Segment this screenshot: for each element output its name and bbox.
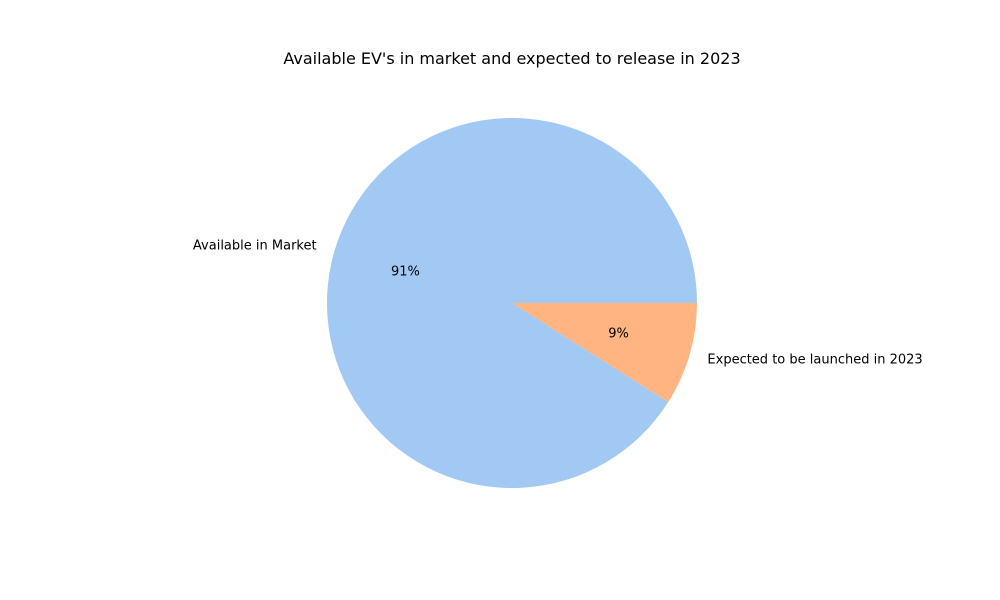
chart-title: Available EV's in market and expected to…	[283, 49, 740, 68]
slice-label-1: Expected to be launched in 2023	[707, 352, 922, 367]
pie-slice-1	[512, 303, 697, 403]
slice-percent-0: 91%	[391, 265, 420, 280]
pie-slice-0	[327, 118, 697, 489]
pie-slices	[327, 118, 697, 489]
pie-labels: Available in Market 91% Expected to be lau…	[193, 239, 923, 368]
slice-percent-1: 9%	[608, 326, 629, 341]
slice-label-0: Available in Market	[193, 239, 317, 254]
